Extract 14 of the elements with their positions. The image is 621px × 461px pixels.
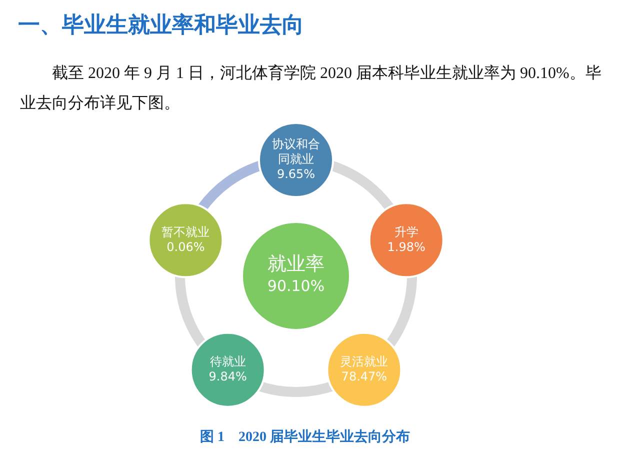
category-label: 灵活就业 xyxy=(340,354,388,368)
caption: 图 1 2020 届毕业生毕业去向分布 xyxy=(199,428,411,446)
data-label: 9.65% xyxy=(276,167,316,182)
category-label: 暂不就业 xyxy=(162,224,210,239)
data-label: 78.47% xyxy=(341,369,388,384)
text: 就业率 90.10% xyxy=(267,252,325,295)
text: 截至 2020 年 9 月 1 日，河北体育学院 2020 届本科毕业生就业率为 90.10%。毕业去向分布详见下图。 xyxy=(20,63,602,114)
category-label: 待就业 xyxy=(210,354,246,368)
text: 一、毕业生就业率和毕业去向 xyxy=(18,11,304,39)
data-label: 0.06% xyxy=(166,240,205,254)
category-label: 协议和合同就业 xyxy=(272,137,320,166)
data-label: 9.84% xyxy=(208,369,247,384)
category-label: 升学 xyxy=(394,224,418,239)
data-label: 1.98% xyxy=(387,240,426,254)
